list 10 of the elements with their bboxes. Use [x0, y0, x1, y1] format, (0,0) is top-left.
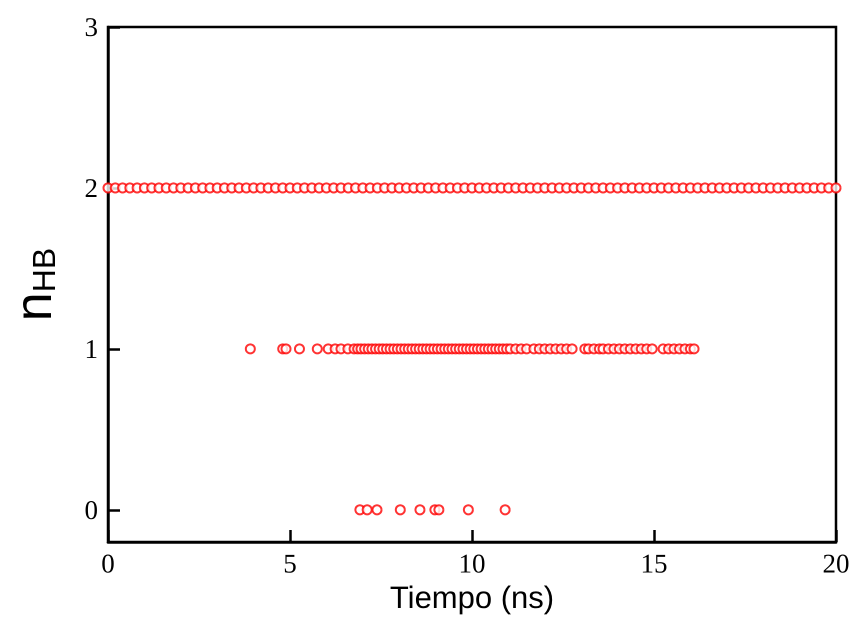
- y-tick-label: 0: [84, 494, 98, 525]
- x-tick-label: 5: [283, 548, 297, 578]
- y-axis-title: nHB: [5, 248, 63, 322]
- x-tick-label: 15: [640, 548, 668, 578]
- y-tick-label: 3: [84, 12, 98, 42]
- y-tick-label: 1: [84, 334, 98, 364]
- y-tick-label: 2: [84, 172, 98, 203]
- x-tick-label: 10: [458, 548, 486, 578]
- x-tick-label: 20: [822, 548, 850, 578]
- x-axis-title: Tiempo (ns): [390, 580, 554, 615]
